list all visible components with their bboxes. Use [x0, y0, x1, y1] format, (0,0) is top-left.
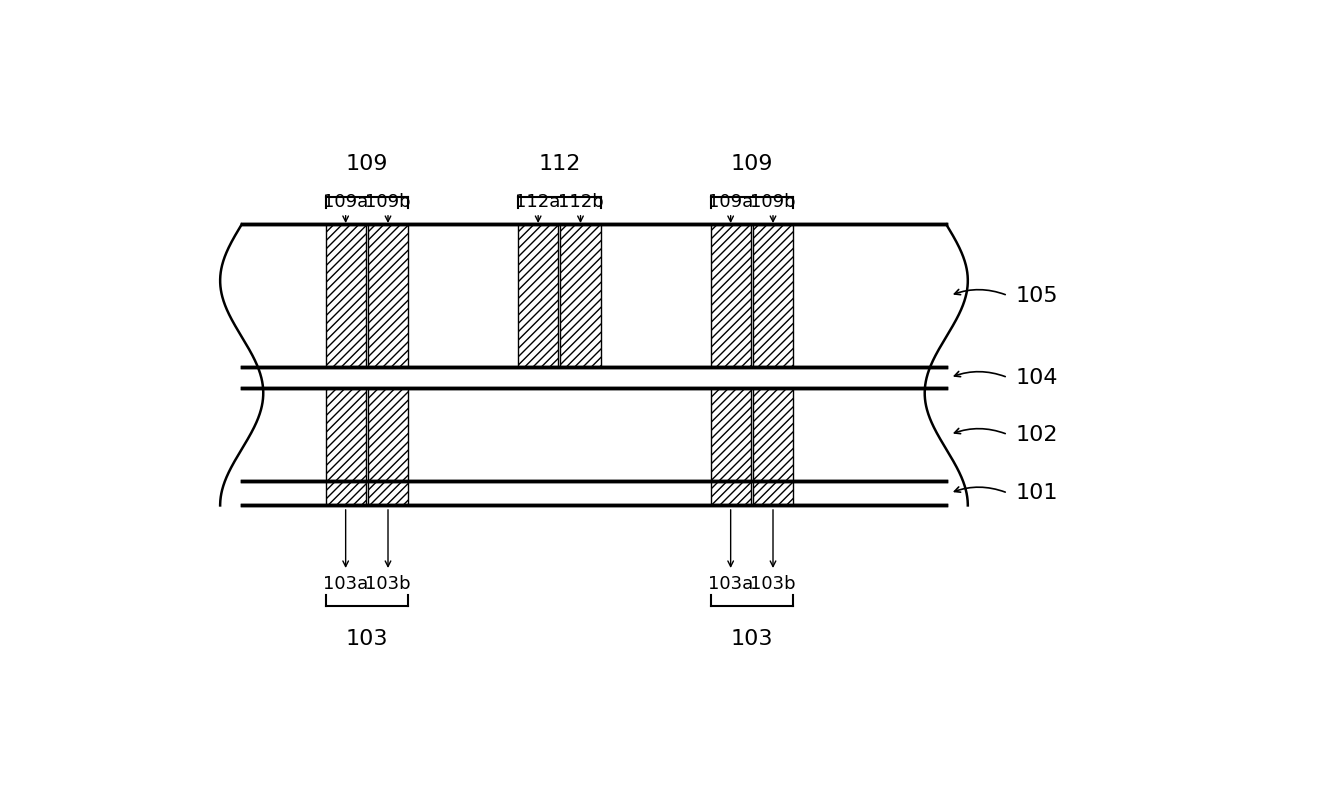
Text: 112b: 112b [558, 193, 603, 212]
Text: 103: 103 [345, 629, 389, 649]
Text: 109: 109 [731, 154, 773, 174]
Bar [368, 225, 408, 367]
Text: 103a: 103a [323, 575, 369, 593]
Text: 109: 109 [345, 154, 389, 174]
Bar [325, 388, 366, 505]
Bar [754, 225, 793, 367]
Text: 103b: 103b [365, 575, 411, 593]
Text: 109b: 109b [365, 193, 411, 212]
Text: 105: 105 [1015, 285, 1058, 306]
Text: 103: 103 [731, 629, 773, 649]
Text: 103b: 103b [750, 575, 796, 593]
Bar [711, 388, 751, 505]
Text: 103a: 103a [709, 575, 754, 593]
Bar [368, 388, 408, 505]
Text: 109a: 109a [323, 193, 369, 212]
Bar [754, 388, 793, 505]
Text: 109b: 109b [750, 193, 796, 212]
Bar [325, 225, 366, 367]
Bar [561, 225, 600, 367]
Text: 112a: 112a [516, 193, 561, 212]
Text: 109a: 109a [709, 193, 754, 212]
Text: 102: 102 [1015, 425, 1058, 444]
Bar [711, 225, 751, 367]
Text: 104: 104 [1015, 367, 1058, 388]
Bar [518, 225, 558, 367]
Bar [242, 225, 947, 505]
Text: 101: 101 [1015, 483, 1058, 503]
Text: 112: 112 [538, 154, 580, 174]
